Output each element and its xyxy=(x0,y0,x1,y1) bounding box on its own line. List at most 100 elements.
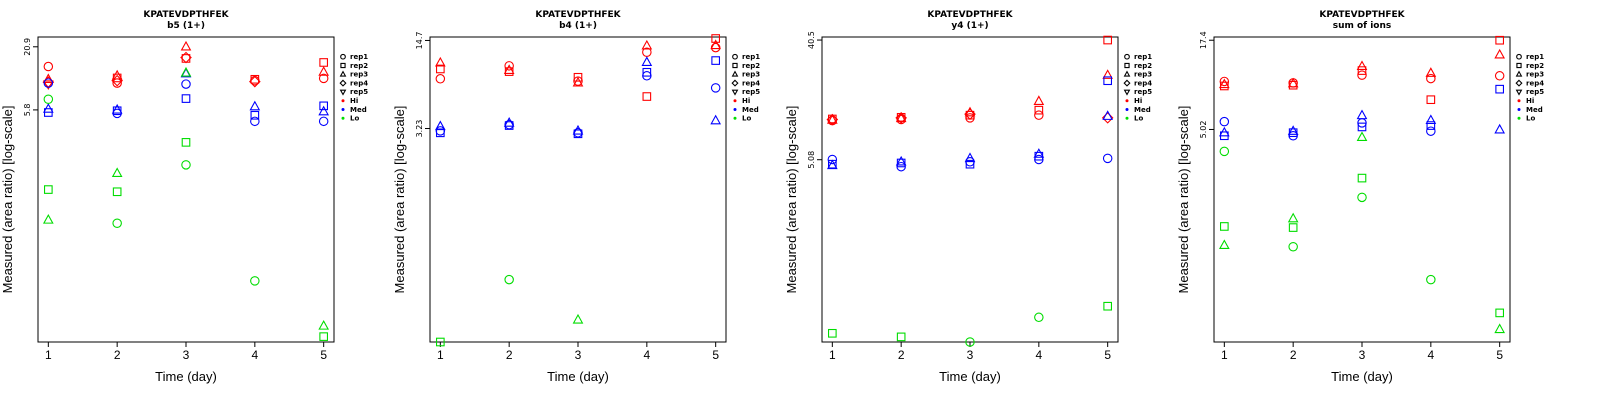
legend-label: rep5 xyxy=(1526,88,1544,96)
data-point xyxy=(43,185,53,194)
chart-subtitle: y4 (1+) xyxy=(951,21,988,31)
data-point xyxy=(965,113,975,123)
data-point xyxy=(827,154,838,165)
data-point xyxy=(42,73,54,83)
y-tick-label: 20.9 xyxy=(23,38,32,56)
legend-label: rep2 xyxy=(1134,62,1152,70)
x-tick-label: 5 xyxy=(320,348,327,362)
data-point xyxy=(896,332,906,342)
data-point xyxy=(318,66,330,76)
data-point xyxy=(1219,76,1230,87)
data-point xyxy=(1102,110,1114,120)
data-point xyxy=(181,79,191,89)
legend-label: rep3 xyxy=(350,71,368,79)
data-point xyxy=(503,117,515,127)
data-point xyxy=(181,160,191,170)
data-point xyxy=(42,103,54,113)
legend-marker xyxy=(732,62,738,69)
data-point xyxy=(111,69,123,80)
legend-marker xyxy=(1124,62,1130,69)
legend-marker xyxy=(731,70,739,77)
legend-marker xyxy=(339,70,347,77)
x-tick-label: 4 xyxy=(1035,348,1042,362)
data-point xyxy=(318,116,329,127)
y-axis-label: Measured (area ratio) [log-scale] xyxy=(392,106,407,294)
data-point xyxy=(1357,192,1367,203)
chart-title: KPATEVDPTHFEK xyxy=(535,10,621,20)
data-point xyxy=(895,112,907,124)
legend-label: rep4 xyxy=(350,79,368,87)
data-point xyxy=(1034,312,1044,323)
data-point xyxy=(111,74,123,87)
x-tick-label: 2 xyxy=(506,348,513,362)
data-point xyxy=(572,76,584,87)
legend-label: rep4 xyxy=(1526,79,1544,87)
data-point xyxy=(43,61,54,72)
legend-marker xyxy=(341,99,345,103)
data-point xyxy=(710,114,722,125)
data-point xyxy=(1356,109,1368,120)
legend-label: rep5 xyxy=(742,88,760,96)
plot-frame xyxy=(1213,36,1511,343)
legend-marker xyxy=(732,53,738,60)
data-point xyxy=(1218,239,1230,249)
plot-frame xyxy=(821,36,1119,343)
legend-marker xyxy=(340,62,346,69)
legend-marker xyxy=(341,116,345,120)
data-point xyxy=(1425,67,1437,77)
data-point xyxy=(250,116,260,127)
x-tick-label: 3 xyxy=(1359,348,1366,362)
legend-marker xyxy=(1515,89,1523,96)
legend-label: Lo xyxy=(1526,115,1535,123)
data-point xyxy=(1494,323,1506,334)
x-tick-label: 4 xyxy=(1427,348,1434,362)
data-point xyxy=(1425,114,1437,125)
x-tick-label: 3 xyxy=(575,348,582,362)
data-point xyxy=(572,313,584,324)
data-point xyxy=(1495,84,1505,94)
x-tick-label: 1 xyxy=(437,348,444,362)
data-point xyxy=(1494,123,1506,134)
data-point xyxy=(435,74,446,84)
x-tick-label: 3 xyxy=(183,348,190,362)
legend-marker xyxy=(1125,116,1129,120)
legend-marker xyxy=(339,89,347,96)
y-tick-label: 40.5 xyxy=(807,31,816,49)
y-tick-label: 5.02 xyxy=(1199,121,1208,139)
x-axis-label: Time (day) xyxy=(155,369,217,384)
data-point xyxy=(1103,301,1113,311)
data-point xyxy=(826,114,838,124)
data-point xyxy=(1495,35,1505,45)
x-tick-label: 4 xyxy=(251,348,258,362)
data-point xyxy=(112,218,122,229)
data-point xyxy=(1287,212,1299,223)
data-point xyxy=(319,332,329,341)
data-point xyxy=(1218,126,1230,137)
legend-label: Lo xyxy=(1134,115,1143,123)
x-tick-label: 1 xyxy=(45,348,52,362)
legend-label: Hi xyxy=(1134,97,1142,105)
data-point xyxy=(573,72,583,82)
data-point xyxy=(710,42,721,53)
legend-label: rep2 xyxy=(742,62,760,70)
data-point xyxy=(1426,95,1436,105)
legend-label: Hi xyxy=(1526,97,1534,105)
data-point xyxy=(641,56,653,66)
data-point xyxy=(250,276,260,286)
legend-label: rep3 xyxy=(1134,71,1152,79)
data-point xyxy=(319,58,329,67)
legend-label: rep1 xyxy=(1526,53,1544,61)
data-point xyxy=(434,56,446,67)
y-tick-label: 14.7 xyxy=(415,32,424,50)
data-point xyxy=(112,187,122,197)
data-point xyxy=(641,39,653,50)
x-tick-label: 1 xyxy=(1221,348,1228,362)
legend-label: rep4 xyxy=(1134,79,1152,87)
data-point xyxy=(826,159,838,170)
legend-label: Hi xyxy=(742,97,750,105)
data-point xyxy=(181,94,191,103)
x-axis-label: Time (day) xyxy=(547,369,609,384)
legend-label: Med xyxy=(350,106,367,114)
data-point xyxy=(180,40,192,51)
